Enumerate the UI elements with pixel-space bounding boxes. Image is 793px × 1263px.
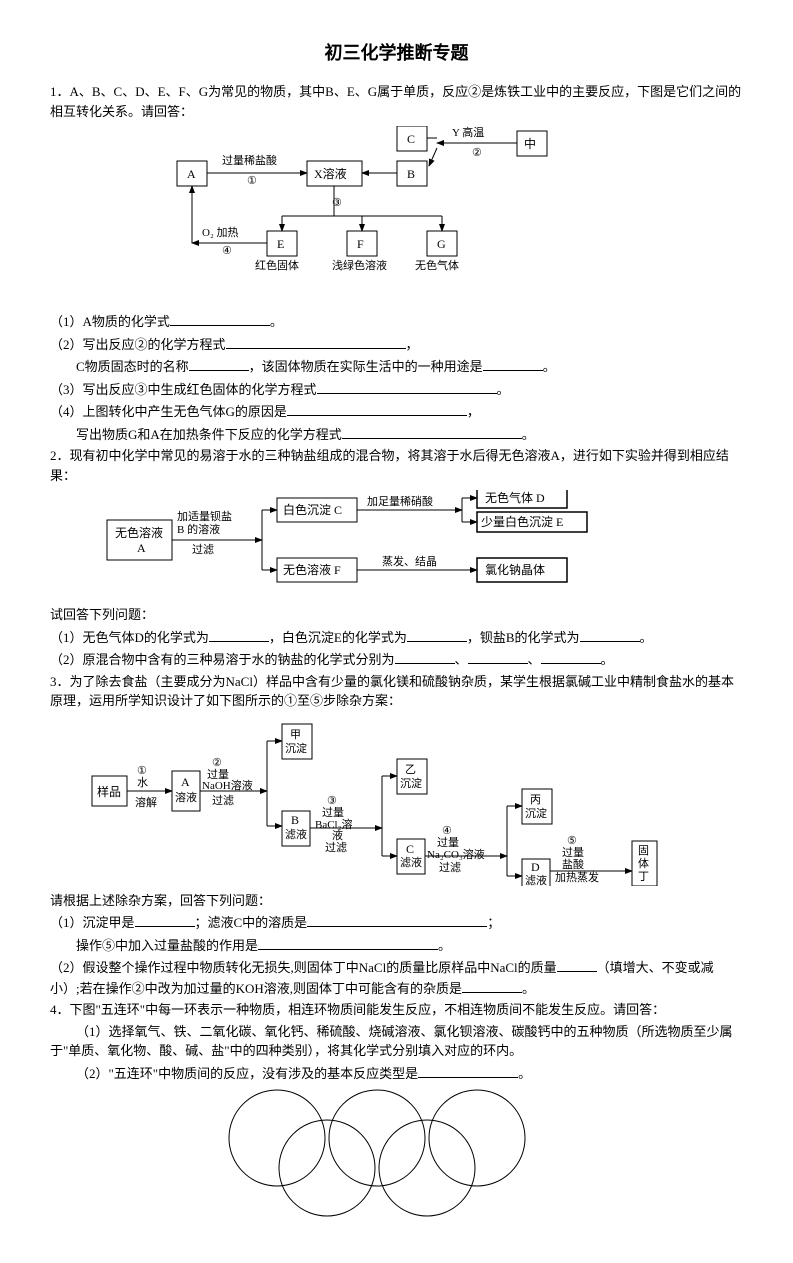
svg-text:无色气体: 无色气体 <box>415 258 459 272</box>
svg-text:NaOH溶液: NaOH溶液 <box>202 778 253 792</box>
svg-text:加热蒸发: 加热蒸发 <box>555 870 599 884</box>
svg-text:溶解: 溶解 <box>135 795 157 809</box>
svg-text:BaCl₂溶: BaCl₂溶 <box>315 817 352 831</box>
q1-diagram: A X溶液 B C 中 过量稀盐酸 ① Y 高温 ② ③ E F G 红色固体 … <box>147 126 647 306</box>
svg-text:浅绿色溶液: 浅绿色溶液 <box>332 258 387 272</box>
svg-text:③: ③ <box>327 795 337 807</box>
q4-2: （2）"五连环"中物质间的反应，没有涉及的基本反应类型是。 <box>50 1063 743 1084</box>
svg-text:沉淀: 沉淀 <box>525 806 547 820</box>
svg-text:体: 体 <box>638 856 649 870</box>
svg-text:过量: 过量 <box>562 846 584 859</box>
q2-sub: 试回答下列问题： <box>50 605 743 625</box>
svg-text:C: C <box>407 132 415 146</box>
svg-text:④: ④ <box>222 245 232 257</box>
q3-intro: 3．为了除去食盐（主要成分为NaCl）样品中含有少量的氯化镁和硫酸钠杂质，某学生… <box>50 672 743 711</box>
svg-text:A: A <box>181 775 190 789</box>
svg-text:蒸发、结晶: 蒸发、结晶 <box>382 554 437 568</box>
q1-1: （1）A物质的化学式。 <box>50 311 743 332</box>
svg-text:过滤: 过滤 <box>439 861 461 874</box>
svg-text:无色溶液 F: 无色溶液 F <box>283 562 341 577</box>
svg-text:过量稀盐酸: 过量稀盐酸 <box>222 153 277 167</box>
svg-text:滤液: 滤液 <box>525 873 547 886</box>
svg-text:溶液: 溶液 <box>175 790 197 804</box>
svg-text:固: 固 <box>638 844 649 857</box>
svg-text:A: A <box>187 167 196 181</box>
svg-text:②: ② <box>212 757 222 769</box>
svg-text:④: ④ <box>442 825 452 837</box>
svg-text:丁: 丁 <box>638 871 649 883</box>
svg-text:过量: 过量 <box>437 836 459 849</box>
svg-text:丙: 丙 <box>530 794 541 806</box>
svg-text:过滤: 过滤 <box>192 543 214 556</box>
svg-text:少量白色沉淀 E: 少量白色沉淀 E <box>481 514 563 529</box>
svg-text:甲: 甲 <box>290 729 301 741</box>
q2-2: （2）原混合物中含有的三种易溶于水的钠盐的化学式分别为、、。 <box>50 649 743 670</box>
svg-text:乙: 乙 <box>405 763 416 776</box>
svg-text:②: ② <box>472 147 482 159</box>
q1-2a: （2）写出反应②的化学方程式， <box>50 334 743 355</box>
svg-text:B: B <box>407 167 415 181</box>
q3-diagram: 样品 ①水溶解 A溶液 ②过量NaOH溶液过滤 甲沉淀 B滤液 ③过量BaCl₂… <box>87 716 707 886</box>
svg-text:滤液: 滤液 <box>285 827 307 841</box>
svg-text:Y 高温: Y 高温 <box>452 126 484 139</box>
svg-text:盐酸: 盐酸 <box>562 857 584 871</box>
svg-text:过滤: 过滤 <box>212 794 234 807</box>
svg-text:O₂ 加热: O₂ 加热 <box>202 226 239 239</box>
svg-text:G: G <box>437 237 446 251</box>
q1-2b: C物质固态时的名称，该固体物质在实际生活中的一种用途是。 <box>50 356 743 377</box>
svg-text:水: 水 <box>137 776 148 789</box>
five-rings <box>197 1088 597 1218</box>
svg-text:液: 液 <box>332 828 343 842</box>
svg-text:A: A <box>137 541 146 555</box>
svg-text:①: ① <box>247 175 257 187</box>
q1-intro: 1．A、B、C、D、E、F、G为常见的物质，其中B、E、G属于单质，反应②是炼铁… <box>50 82 743 121</box>
svg-text:无色气体 D: 无色气体 D <box>485 490 545 505</box>
svg-text:过量: 过量 <box>322 806 344 819</box>
svg-text:加适量钡盐: 加适量钡盐 <box>177 509 232 523</box>
svg-text:沉淀: 沉淀 <box>400 776 422 790</box>
svg-text:B 的溶液: B 的溶液 <box>177 522 220 536</box>
q3-2: （2）假设整个操作过程中物质转化无损失,则固体丁中NaCl的质量比原样品中NaC… <box>50 957 743 998</box>
q3-sub: 请根据上述除杂方案，回答下列问题： <box>50 891 743 911</box>
q3-1a: （1）沉淀甲是；滤液C中的溶质是； <box>50 912 743 933</box>
svg-text:过滤: 过滤 <box>325 841 347 854</box>
q2-intro: 2．现有初中化学中常见的易溶于水的三种钠盐组成的混合物，将其溶于水后得无色溶液A… <box>50 446 743 485</box>
q2-1: （1）无色气体D的化学式为，白色沉淀E的化学式为，钡盐B的化学式为。 <box>50 627 743 648</box>
svg-text:E: E <box>277 237 284 251</box>
page-title: 初三化学推断专题 <box>50 40 743 67</box>
svg-text:D: D <box>531 860 540 874</box>
q4-intro: 4．下图"五连环"中每一环表示一种物质，相连环物质间能发生反应，不相连物质间不能… <box>50 1000 743 1020</box>
svg-text:加足量稀硝酸: 加足量稀硝酸 <box>367 494 433 508</box>
q1-4b: 写出物质G和A在加热条件下反应的化学方程式。 <box>50 424 743 445</box>
svg-text:红色固体: 红色固体 <box>255 258 299 272</box>
svg-text:X溶液: X溶液 <box>314 166 347 181</box>
svg-text:无色溶液: 无色溶液 <box>115 525 163 540</box>
q4-1: （1）选择氧气、铁、二氧化碳、氧化钙、稀硫酸、烧碱溶液、氯化钡溶液、碳酸钙中的五… <box>50 1022 743 1061</box>
q2-diagram: 无色溶液A 加适量钡盐 B 的溶液 过滤 白色沉淀 C 无色溶液 F 加足量稀硝… <box>97 490 697 600</box>
svg-text:C: C <box>406 842 414 856</box>
svg-text:⑤: ⑤ <box>567 835 577 847</box>
svg-text:沉淀: 沉淀 <box>285 741 307 755</box>
svg-text:①: ① <box>137 765 147 777</box>
q1-3: （3）写出反应③中生成红色固体的化学方程式。 <box>50 379 743 400</box>
svg-text:Na₂CO₃溶液: Na₂CO₃溶液 <box>427 847 485 861</box>
svg-text:中: 中 <box>524 136 536 151</box>
q3-1b: 操作⑤中加入过量盐酸的作用是。 <box>50 935 743 956</box>
svg-text:B: B <box>291 813 299 827</box>
svg-text:滤液: 滤液 <box>400 855 422 869</box>
svg-text:氯化钠晶体: 氯化钠晶体 <box>485 562 545 577</box>
svg-text:F: F <box>357 237 364 251</box>
q1-4a: （4）上图转化中产生无色气体G的原因是， <box>50 401 743 422</box>
svg-text:白色沉淀 C: 白色沉淀 C <box>283 502 342 517</box>
svg-text:样品: 样品 <box>97 784 121 799</box>
